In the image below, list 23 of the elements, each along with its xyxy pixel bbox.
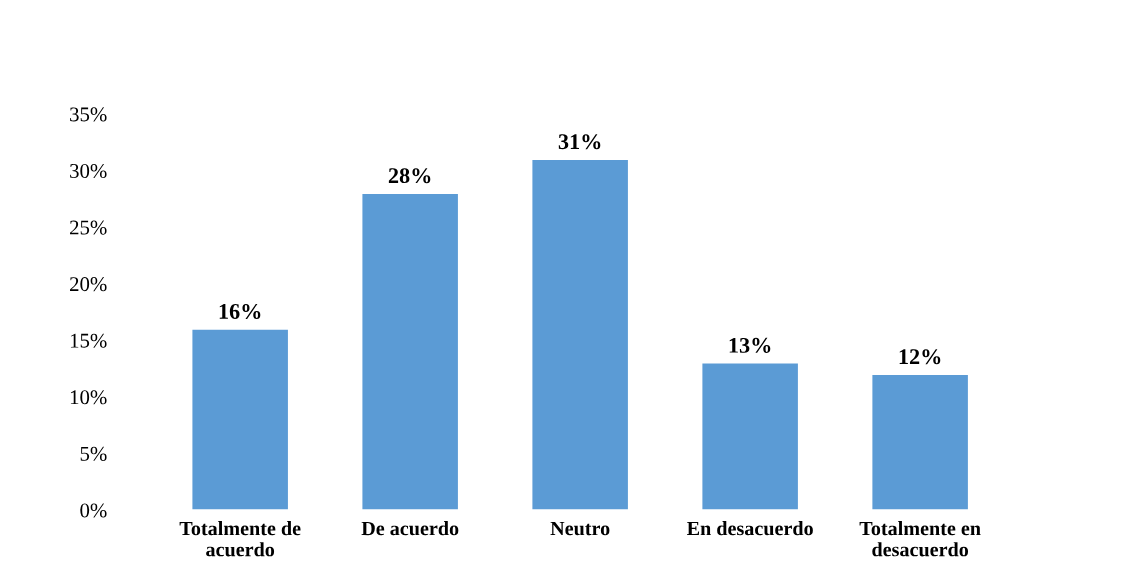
x-tick-label: De acuerdo (361, 521, 459, 536)
bar (701, 362, 800, 510)
x-tick-label: Totalmente de acuerdo (179, 521, 301, 557)
x-tick-label: Neutro (550, 521, 610, 536)
data-label: 13% (729, 337, 771, 353)
bar (191, 328, 290, 510)
bar (361, 192, 460, 510)
y-tick-label: 0% (80, 503, 107, 518)
x-tick-label: Totalmente en desacuerdo (859, 521, 981, 557)
y-tick-label: 15% (70, 333, 107, 348)
y-tick-label: 20% (70, 277, 107, 292)
x-tick-label: En desacuerdo (686, 521, 813, 536)
data-label: 31% (558, 134, 601, 150)
bar (870, 373, 970, 510)
y-tick-label: 10% (70, 390, 107, 405)
data-label: 16% (219, 303, 261, 319)
data-label: 12% (899, 349, 941, 365)
y-tick-label: 35% (70, 107, 107, 122)
bar (531, 158, 630, 510)
data-label: 28% (388, 168, 431, 184)
y-tick-label: 25% (70, 220, 107, 235)
y-tick-label: 5% (80, 446, 107, 461)
y-tick-label: 30% (70, 163, 107, 179)
